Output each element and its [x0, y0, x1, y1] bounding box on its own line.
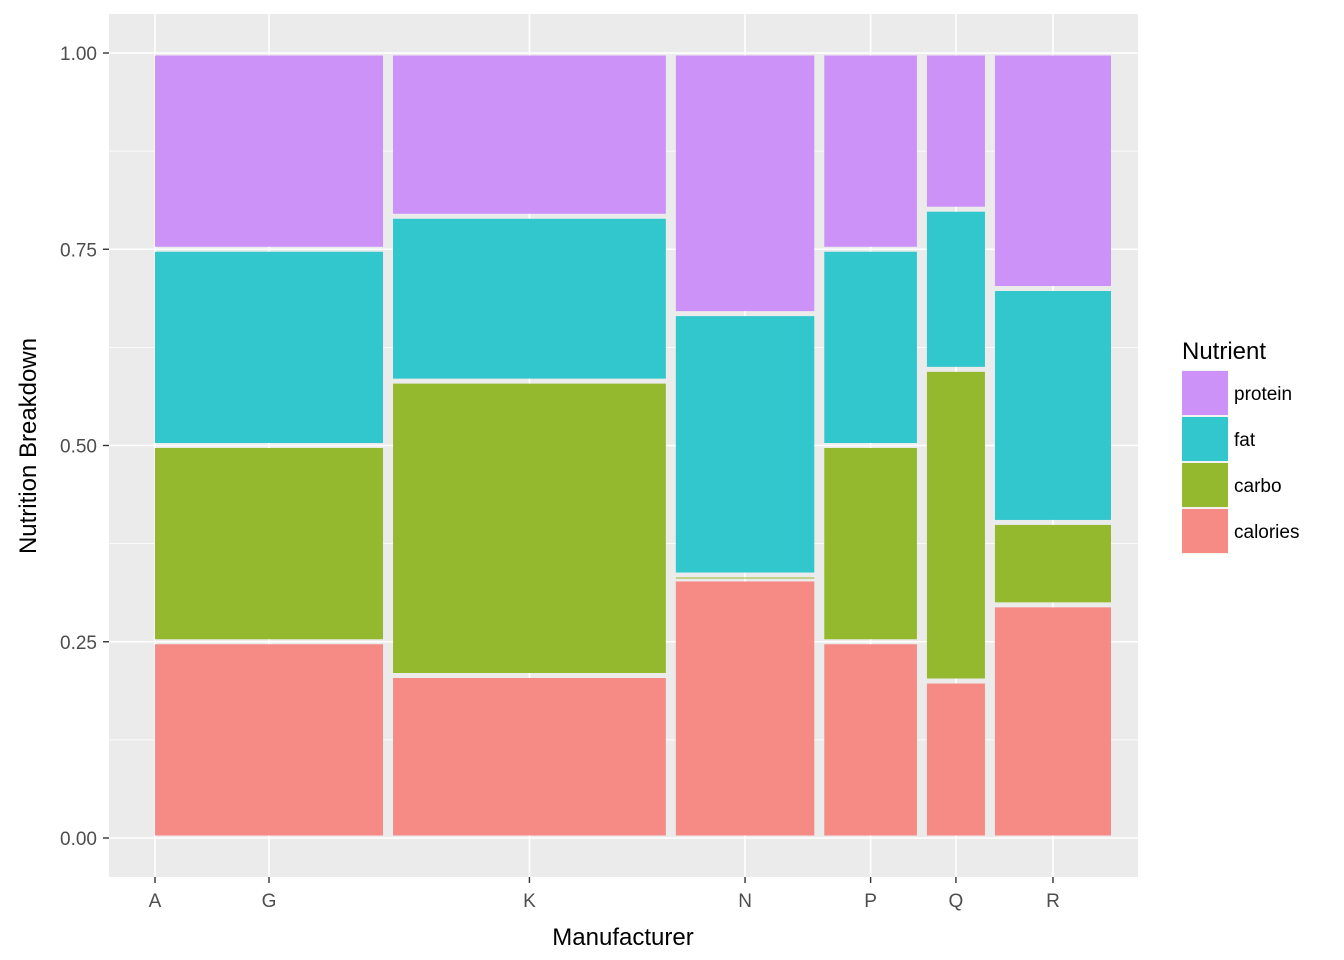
tile-G-fat	[155, 251, 384, 443]
legend-key-carbo	[1182, 463, 1228, 507]
legend-label-calories: calories	[1234, 522, 1299, 543]
y-axis-title: Nutrition Breakdown	[15, 338, 42, 554]
legend-key-calories	[1182, 509, 1228, 553]
x-tick-label: P	[864, 891, 877, 912]
x-tick-label: G	[262, 891, 277, 912]
legend-key-protein	[1182, 371, 1228, 415]
legend-label-protein: protein	[1234, 384, 1292, 405]
tile-K-protein	[393, 55, 666, 214]
y-tick-label: 1.00	[60, 44, 97, 65]
tile-Q-carbo	[926, 371, 985, 679]
y-tick-label: 0.00	[60, 829, 97, 850]
mosaic-tiles	[155, 55, 1111, 836]
tile-R-fat	[994, 291, 1111, 520]
tile-Q-calories	[926, 683, 985, 836]
x-tick-label: K	[523, 891, 536, 912]
x-tick-label: N	[738, 891, 752, 912]
tile-N-fat	[675, 316, 815, 573]
tile-N-calories	[675, 581, 815, 836]
legend: Nutrient protein fat carbo calories	[1182, 338, 1299, 554]
tile-P-fat	[824, 251, 917, 443]
legend-label-fat: fat	[1234, 430, 1256, 451]
tile-N-protein	[675, 55, 815, 312]
x-tick-label: R	[1046, 891, 1060, 912]
tile-G-protein	[155, 55, 384, 247]
legend-title: Nutrient	[1182, 338, 1266, 365]
tile-R-calories	[994, 607, 1111, 836]
tile-Q-fat	[926, 211, 985, 367]
tile-N-carbo	[675, 577, 815, 579]
legend-label-carbo: carbo	[1234, 476, 1282, 497]
x-tick-label: Q	[949, 891, 964, 912]
y-tick-label: 0.50	[60, 437, 97, 458]
tile-Q-protein	[926, 55, 985, 207]
x-axis-title: Manufacturer	[552, 924, 693, 951]
y-tick-label: 0.75	[60, 240, 97, 261]
x-tick-label: A	[149, 891, 162, 912]
y-axis: 0.00 0.25 0.50 0.75 1.00	[60, 44, 109, 850]
tile-K-fat	[393, 218, 666, 379]
tile-G-calories	[155, 644, 384, 836]
tile-R-protein	[994, 55, 1111, 286]
tile-G-carbo	[155, 448, 384, 640]
y-tick-label: 0.25	[60, 633, 97, 654]
tile-K-calories	[393, 678, 666, 836]
tile-R-carbo	[994, 524, 1111, 603]
legend-key-fat	[1182, 417, 1228, 461]
tile-P-carbo	[824, 448, 917, 640]
tile-P-calories	[824, 644, 917, 836]
tile-K-carbo	[393, 383, 666, 674]
tile-P-protein	[824, 55, 917, 247]
